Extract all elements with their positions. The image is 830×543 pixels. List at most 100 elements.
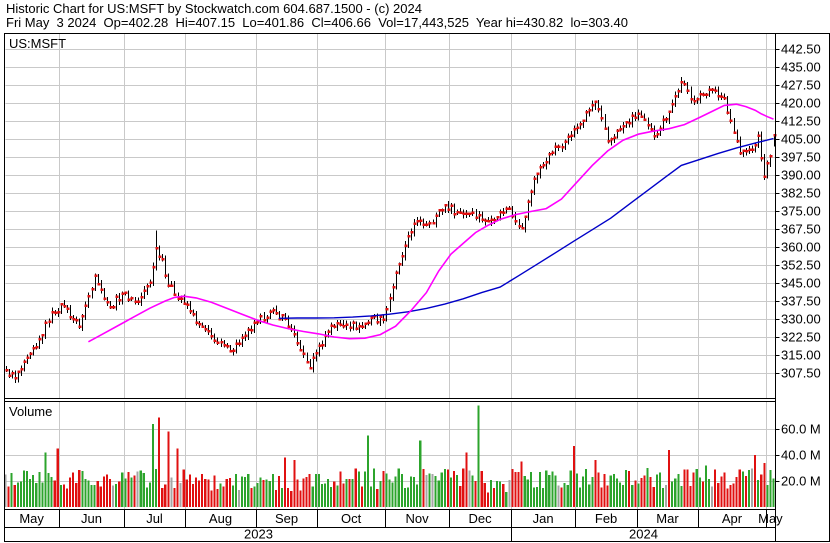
close-tick: [450, 204, 454, 208]
close-tick: [662, 118, 666, 121]
month-label: Jan: [533, 511, 554, 526]
volume-bar: [59, 485, 62, 507]
close-tick: [481, 218, 485, 221]
close-tick: [475, 216, 479, 220]
close-tick: [358, 325, 362, 328]
volume-bar: [281, 488, 284, 507]
close-tick: [398, 263, 402, 266]
close-tick: [751, 148, 755, 152]
close-tick: [493, 219, 497, 222]
volume-bar: [403, 487, 406, 507]
close-tick: [26, 356, 30, 359]
close-tick: [379, 315, 383, 318]
volume-bar: [486, 492, 489, 507]
volume-bar: [732, 483, 735, 507]
close-tick: [588, 109, 592, 112]
volume-bar: [597, 472, 600, 507]
volume-bar: [489, 479, 492, 507]
volume-bar: [431, 474, 434, 507]
volume-bar: [622, 485, 625, 507]
close-tick: [69, 315, 73, 319]
volume-bar: [440, 472, 443, 507]
volume-bar: [112, 485, 115, 507]
volume-bar: [517, 472, 520, 507]
volume-bar: [640, 478, 643, 507]
volume-bar: [247, 474, 250, 507]
close-tick: [164, 274, 168, 278]
close-tick: [247, 328, 251, 331]
volume-bar: [615, 478, 618, 507]
close-tick: [579, 122, 583, 126]
month-label: Nov: [406, 511, 430, 526]
close-tick: [591, 104, 595, 107]
volume-bar: [231, 485, 234, 507]
volume-bar: [661, 488, 664, 507]
close-tick: [561, 146, 565, 149]
volume-bar: [29, 478, 32, 507]
volume-bar: [324, 483, 327, 507]
volume-bar: [609, 475, 612, 507]
close-tick: [594, 100, 598, 103]
close-tick: [524, 215, 528, 219]
volume-bar: [511, 469, 514, 507]
volume-bar: [102, 476, 105, 507]
volume-bar: [532, 487, 535, 507]
volume-bar: [606, 485, 609, 507]
volume-bar: [704, 465, 707, 507]
close-tick: [607, 140, 611, 143]
volume-bar: [536, 487, 539, 507]
close-tick: [487, 220, 491, 223]
close-tick: [511, 215, 515, 218]
close-tick: [309, 367, 313, 370]
volume-bar: [542, 488, 545, 507]
volume-bar: [351, 479, 354, 507]
volume-bar: [53, 480, 56, 507]
close-tick: [41, 334, 45, 337]
volume-bar: [729, 485, 732, 507]
volume-bar: [158, 417, 161, 507]
close-tick: [723, 97, 727, 100]
volume-bar: [376, 488, 379, 507]
close-tick: [134, 300, 138, 303]
close-tick: [382, 318, 386, 321]
volume-bar: [41, 482, 44, 507]
volume-bar: [317, 474, 320, 507]
close-tick: [306, 360, 310, 364]
close-tick: [733, 131, 737, 134]
close-tick: [106, 301, 110, 304]
volume-bar: [93, 485, 96, 507]
close-tick: [183, 302, 187, 305]
volume-bar: [400, 474, 403, 507]
volume-bar: [44, 452, 47, 507]
volume-bar: [302, 478, 305, 507]
close-tick: [152, 266, 156, 269]
close-tick: [665, 118, 669, 121]
close-tick: [705, 93, 709, 96]
volume-bar: [164, 484, 167, 507]
volume-tick-label: 20.0 M: [781, 474, 821, 489]
volume-bar: [10, 472, 13, 507]
volume-bar: [468, 470, 471, 507]
close-tick: [385, 308, 389, 311]
close-tick: [613, 136, 617, 139]
close-tick: [8, 374, 12, 377]
close-tick: [210, 335, 214, 338]
volume-bar: [69, 477, 72, 507]
chart-frame: [4, 33, 830, 542]
close-tick: [533, 177, 537, 180]
close-tick: [143, 289, 147, 292]
volume-bar: [75, 483, 78, 507]
close-tick: [742, 149, 746, 152]
close-tick: [213, 339, 217, 342]
close-tick: [275, 311, 279, 315]
volume-bar: [480, 470, 483, 507]
volume-bar: [13, 485, 16, 507]
volume-bar: [677, 473, 680, 507]
close-tick: [696, 97, 700, 101]
close-tick: [757, 134, 761, 138]
price-tick-label: 307.50: [781, 366, 821, 381]
volume-bar: [692, 472, 695, 507]
close-tick: [407, 235, 411, 238]
close-tick: [299, 349, 303, 352]
volume-bar: [342, 483, 345, 507]
